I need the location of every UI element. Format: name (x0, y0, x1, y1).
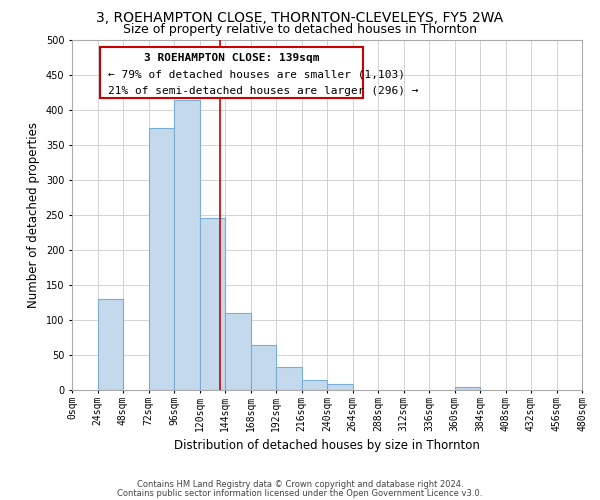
Bar (149, 128, 174, 390)
Text: 21% of semi-detached houses are larger (296) →: 21% of semi-detached houses are larger (… (108, 86, 418, 96)
Bar (251, 344, 276, 390)
FancyBboxPatch shape (100, 47, 363, 98)
Bar (97, 299, 123, 390)
Y-axis label: Number of detached properties: Number of detached properties (27, 122, 40, 308)
Text: Contains public sector information licensed under the Open Government Licence v3: Contains public sector information licen… (118, 488, 482, 498)
Text: 3 ROEHAMPTON CLOSE: 139sqm: 3 ROEHAMPTON CLOSE: 139sqm (143, 54, 319, 64)
Bar (199, 218, 225, 390)
X-axis label: Distribution of detached houses by size in Thornton: Distribution of detached houses by size … (174, 439, 480, 452)
Bar (174, 100, 199, 390)
Text: ← 79% of detached houses are smaller (1,103): ← 79% of detached houses are smaller (1,… (108, 70, 404, 80)
Bar (302, 380, 327, 390)
Text: Contains HM Land Registry data © Crown copyright and database right 2024.: Contains HM Land Registry data © Crown c… (137, 480, 463, 489)
Text: Size of property relative to detached houses in Thornton: Size of property relative to detached ho… (123, 22, 477, 36)
Bar (327, 384, 353, 390)
Bar (276, 367, 302, 390)
Bar (455, 386, 480, 390)
Bar (225, 313, 251, 390)
Text: 3, ROEHAMPTON CLOSE, THORNTON-CLEVELEYS, FY5 2WA: 3, ROEHAMPTON CLOSE, THORNTON-CLEVELEYS,… (97, 11, 503, 25)
